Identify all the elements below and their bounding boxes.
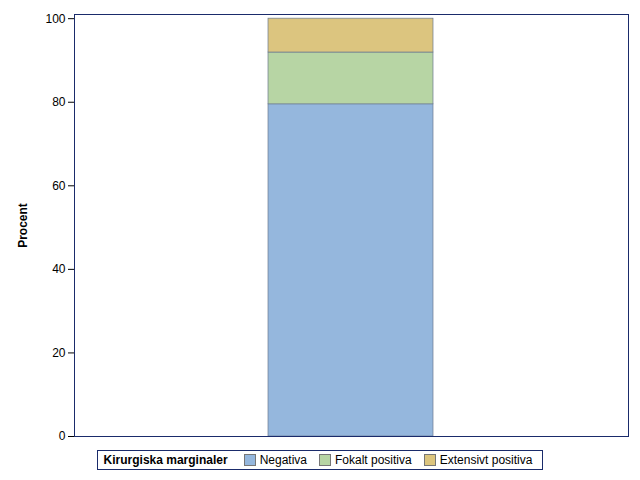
html-text:Fokalt positiva: Fokalt positiva xyxy=(335,453,412,467)
svg-text:20: 20 xyxy=(52,346,66,360)
html-text:Kirurgiska marginaler: Kirurgiska marginaler xyxy=(103,453,228,467)
svg-text:0: 0 xyxy=(59,429,66,443)
svg-text:Procent: Procent xyxy=(16,203,30,248)
svg-text:100: 100 xyxy=(45,12,65,26)
svg-text:40: 40 xyxy=(52,262,66,276)
html-text:Negativa: Negativa xyxy=(259,453,307,467)
svg-text:60: 60 xyxy=(52,179,66,193)
svg-text:80: 80 xyxy=(52,95,66,109)
html-text:Extensivt positiva: Extensivt positiva xyxy=(439,453,533,467)
